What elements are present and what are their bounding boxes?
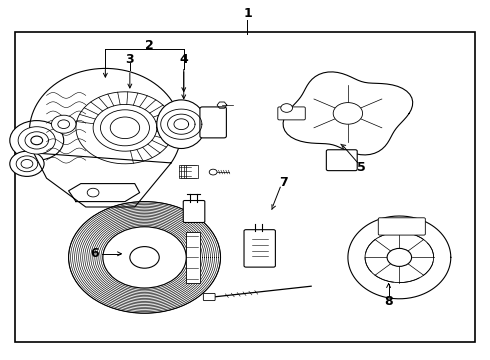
FancyBboxPatch shape [203,293,215,301]
Text: 8: 8 [384,295,393,308]
FancyBboxPatch shape [186,165,198,178]
FancyBboxPatch shape [378,218,425,235]
Circle shape [87,188,99,197]
FancyBboxPatch shape [200,107,226,138]
Text: 2: 2 [145,39,154,51]
Polygon shape [283,72,413,155]
Text: 3: 3 [125,53,134,66]
Text: 4: 4 [179,53,188,66]
Polygon shape [69,184,140,202]
Circle shape [25,132,49,149]
Circle shape [58,120,70,129]
Text: 7: 7 [279,176,288,189]
Ellipse shape [157,100,206,148]
Circle shape [10,151,44,176]
Circle shape [21,159,33,168]
FancyBboxPatch shape [244,230,275,267]
Polygon shape [348,216,451,299]
Circle shape [10,121,64,160]
Circle shape [130,247,159,268]
Circle shape [387,248,412,266]
FancyBboxPatch shape [186,232,200,283]
Circle shape [16,156,38,172]
Circle shape [18,127,55,154]
Text: 6: 6 [90,247,98,260]
FancyBboxPatch shape [183,201,205,222]
Circle shape [100,110,149,146]
FancyBboxPatch shape [15,32,475,342]
FancyBboxPatch shape [184,165,196,178]
Polygon shape [29,68,181,207]
FancyBboxPatch shape [326,150,357,171]
Circle shape [31,136,43,145]
Text: 1: 1 [243,7,252,20]
Circle shape [209,169,217,175]
Circle shape [333,103,363,124]
FancyBboxPatch shape [278,107,305,120]
Circle shape [103,227,186,288]
Text: 5: 5 [357,161,366,174]
Circle shape [281,104,293,112]
FancyBboxPatch shape [181,165,194,178]
Circle shape [110,117,140,139]
FancyBboxPatch shape [179,165,191,178]
Circle shape [51,115,76,133]
